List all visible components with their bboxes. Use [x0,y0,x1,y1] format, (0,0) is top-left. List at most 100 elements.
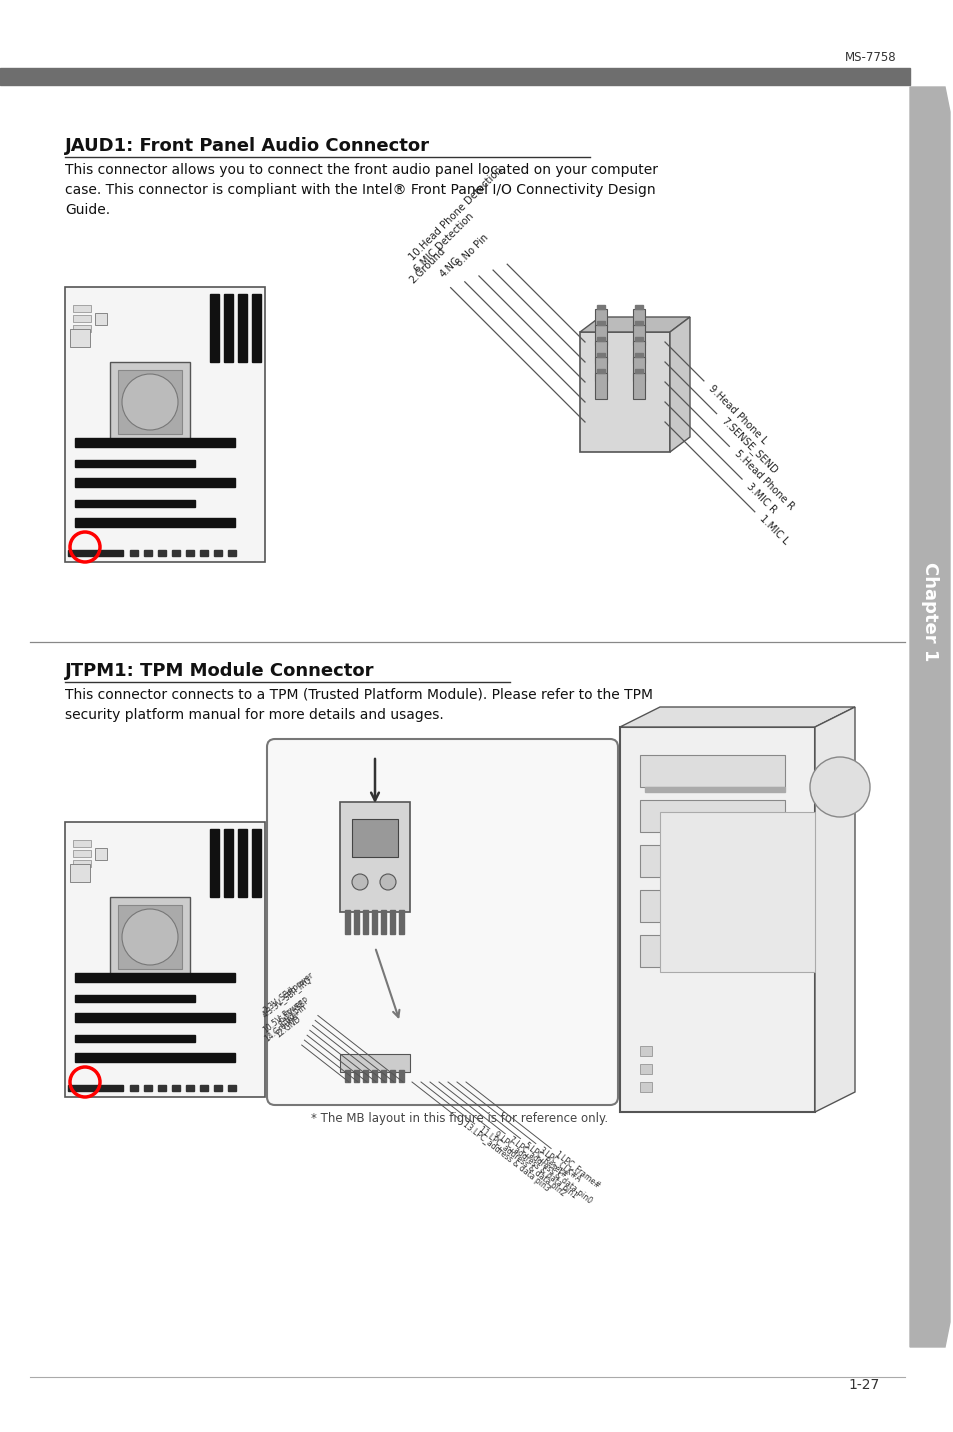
Bar [252,829,261,896]
Text: 2.Ground: 2.Ground [407,246,447,285]
Text: 7.LPC_address & data pin0: 7.LPC_address & data pin0 [507,1134,594,1206]
Text: 1-27: 1-27 [848,1378,879,1392]
Text: 2.3V_SB#power: 2.3V_SB#power [262,969,315,1014]
Text: 1.LPC_Frame#: 1.LPC_Frame# [553,1150,601,1190]
Bar [73,315,91,322]
Text: MS-7758: MS-7758 [844,52,896,64]
Bar [619,727,814,1113]
Bar [639,935,784,967]
Bar [110,362,190,442]
Bar [380,909,386,934]
Bar [118,905,182,969]
Bar [186,550,193,556]
Circle shape [352,874,368,891]
Bar [252,294,261,362]
Text: 8.No Pin: 8.No Pin [454,232,490,268]
Bar [635,337,642,341]
Polygon shape [579,316,689,332]
Text: 11.LPC_address & data pin2: 11.LPC_address & data pin2 [476,1126,566,1199]
Text: 3.MIC R: 3.MIC R [744,481,778,516]
Bar [118,369,182,434]
Bar [633,357,644,381]
Bar [639,1083,651,1093]
Text: This connector connects to a TPM (Trusted Platform Module). Please refer to the : This connector connects to a TPM (Truste… [65,687,652,722]
Bar [158,1085,166,1091]
Text: 12.GND: 12.GND [274,1014,302,1040]
Text: 10.Head Phone Detection: 10.Head Phone Detection [407,165,504,262]
Bar [633,325,644,345]
Bar [75,518,234,527]
Bar [130,550,138,556]
Bar [75,460,194,467]
Bar [354,1070,358,1083]
Bar [639,891,784,922]
Bar [372,1070,376,1083]
FancyArrowPatch shape [371,759,378,800]
Bar [75,1035,194,1042]
Bar [635,354,642,357]
Text: 4.3.3V_SBP_IRQ: 4.3.3V_SBP_IRQ [260,975,313,1020]
Text: JTPM1: TPM Module Connector: JTPM1: TPM Module Connector [65,662,375,680]
Text: 8.No Pin: 8.No Pin [277,1002,308,1030]
Bar [70,329,90,347]
Text: This connector allows you to connect the front audio panel located on your compu: This connector allows you to connect the… [65,163,658,218]
Circle shape [122,374,178,430]
Bar [213,1085,222,1091]
Bar [75,972,234,982]
Bar [73,861,91,866]
Text: TPM module is optional: TPM module is optional [339,746,495,759]
Polygon shape [814,707,854,1113]
Bar [95,848,107,861]
Circle shape [122,909,178,965]
Bar [639,1064,651,1074]
Bar [659,812,814,972]
Bar [380,1070,386,1083]
Bar [597,321,604,325]
Bar [144,1085,152,1091]
Bar [224,294,233,362]
Bar [228,1085,235,1091]
Bar [186,1085,193,1091]
Bar [210,829,219,896]
Bar [390,909,395,934]
Circle shape [379,874,395,891]
Bar [75,995,194,1002]
Bar [130,1085,138,1091]
Text: 5.Head Phone R: 5.Head Phone R [732,448,795,511]
Bar [363,1070,368,1083]
Bar [639,845,784,876]
Bar [339,1054,410,1073]
Bar [237,294,247,362]
Bar [68,550,123,556]
Bar [595,325,606,345]
Bar [95,314,107,325]
Polygon shape [909,87,949,1348]
Bar [210,294,219,362]
Text: 4.NC: 4.NC [437,256,461,279]
Text: 13.LPC_address & data pin3: 13.LPC_address & data pin3 [461,1120,551,1193]
Bar [73,305,91,312]
Bar [237,829,247,896]
Bar [597,337,604,341]
Bar [65,822,265,1097]
Bar [597,354,604,357]
Bar [597,369,604,372]
Text: 10.5V_Power: 10.5V_Power [260,997,305,1034]
Polygon shape [619,707,854,727]
Bar [75,478,234,487]
Bar [73,841,91,846]
Bar [597,305,604,309]
Bar [158,550,166,556]
Bar [75,1012,234,1022]
Bar [633,341,644,362]
Bar [228,550,235,556]
Bar [639,800,784,832]
Text: 6.MIC Detection: 6.MIC Detection [412,211,476,274]
Bar [73,325,91,332]
Text: 14.Ground: 14.Ground [262,1012,299,1044]
Polygon shape [669,316,689,453]
Bar [398,909,403,934]
Bar [70,863,90,882]
Text: JAUD1: Front Panel Audio Connector: JAUD1: Front Panel Audio Connector [65,137,430,155]
Bar [75,500,194,507]
